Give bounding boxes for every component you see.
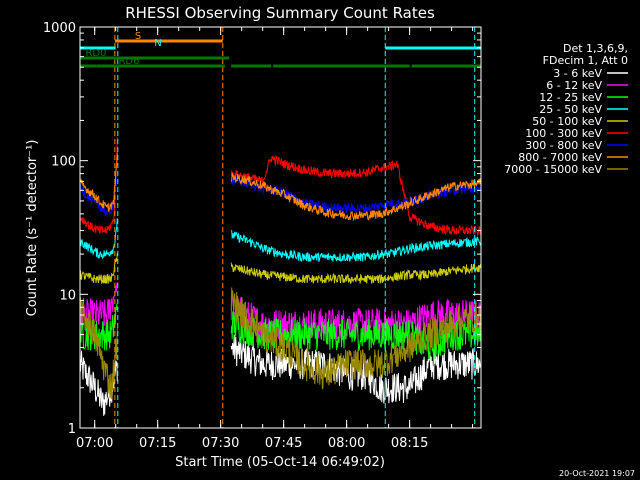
x-tick-label: 08:00 <box>328 436 365 451</box>
series-line <box>230 154 482 237</box>
flag-label: S <box>135 31 141 42</box>
x-axis: 07:00 07:15 07:30 07:45 08:00 08:15 <box>76 27 474 451</box>
legend-header: FDecim 1, Att 0 <box>543 54 628 67</box>
legend-item: 100 - 300 keV <box>525 127 628 140</box>
series-4 <box>79 218 482 263</box>
legend-label: 100 - 300 keV <box>525 127 602 140</box>
y-tick-label: 1 <box>68 422 76 437</box>
x-axis-label: Start Time (05-Oct-14 06:49:02) <box>175 455 385 470</box>
legend-header: Det 1,3,6,9, <box>563 42 628 55</box>
series-line <box>79 218 118 260</box>
series-line <box>79 137 118 234</box>
flag-label: RD6 <box>118 56 139 67</box>
legend-item: 300 - 800 keV <box>525 139 628 152</box>
legend-item: 25 - 50 keV <box>539 103 628 116</box>
series-line <box>230 287 482 390</box>
x-tick-label: 08:15 <box>391 436 428 451</box>
series-line <box>231 230 482 263</box>
series-line <box>79 296 118 400</box>
y-axis-label: Count Rate (s⁻¹ detector⁻¹) <box>25 140 40 317</box>
render-timestamp: 20-Oct-2021 19:07 <box>559 469 635 478</box>
legend-item: 50 - 100 keV <box>532 115 628 128</box>
vline-layer <box>114 27 476 428</box>
flag-label: N <box>154 38 161 49</box>
y-axis: 1 10 100 1000 <box>43 21 481 437</box>
series-line <box>230 172 482 222</box>
series-line <box>79 252 118 285</box>
legend-label: 25 - 50 keV <box>539 103 602 116</box>
legend-item: 6 - 12 keV <box>546 79 628 92</box>
flag-label: RD0 <box>85 48 106 59</box>
legend-label: 3 - 6 keV <box>553 67 602 80</box>
series-7 <box>79 175 482 216</box>
y-tick-label: 1000 <box>43 21 76 36</box>
series-8 <box>79 152 482 222</box>
legend-label: 6 - 12 keV <box>546 79 602 92</box>
legend-item: 12 - 25 keV <box>539 91 628 104</box>
legend-label: 50 - 100 keV <box>532 115 602 128</box>
x-tick-label: 07:45 <box>265 436 302 451</box>
legend-label: 7000 - 15000 keV <box>504 163 602 176</box>
series-5 <box>79 252 482 285</box>
y-tick-label: 100 <box>51 155 76 170</box>
series-layer <box>79 137 482 416</box>
legend-label: 12 - 25 keV <box>539 91 602 104</box>
series-line <box>79 152 118 212</box>
plot-frame <box>79 26 482 429</box>
legend-item: 7000 - 15000 keV <box>504 163 628 176</box>
series-line <box>79 303 118 351</box>
legend-item: 800 - 7000 keV <box>518 151 628 164</box>
y-tick-label: 10 <box>59 288 76 303</box>
series-9 <box>79 287 482 400</box>
flag-layer: S N RD0 RD6 <box>80 31 481 68</box>
series-6 <box>79 137 482 237</box>
legend-label: 300 - 800 keV <box>525 139 602 152</box>
x-tick-label: 07:15 <box>139 436 176 451</box>
series-line <box>230 262 482 285</box>
x-tick-label: 07:00 <box>76 436 113 451</box>
chart-title: RHESSI Observing Summary Count Rates <box>125 4 435 22</box>
legend-item: 3 - 6 keV <box>553 67 628 80</box>
legend-label: 800 - 7000 keV <box>518 151 602 164</box>
x-tick-label: 07:30 <box>202 436 239 451</box>
series-line <box>79 175 118 216</box>
series-line <box>230 176 482 214</box>
